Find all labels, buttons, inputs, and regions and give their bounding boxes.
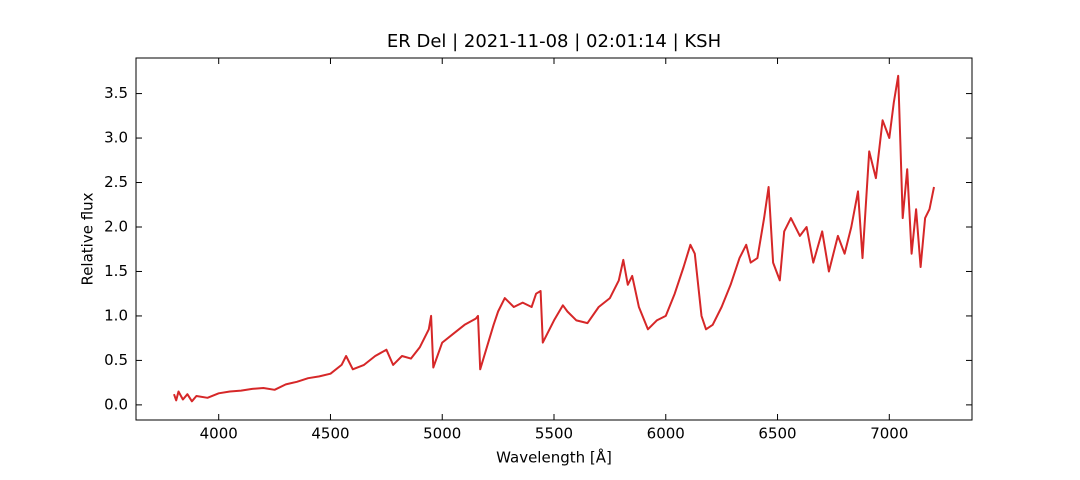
x-tick-label: 7000 [870, 425, 908, 443]
x-tick-label: 4500 [311, 425, 349, 443]
x-axis-label: Wavelength [Å] [496, 448, 612, 467]
x-tick-label: 4000 [200, 425, 238, 443]
x-tick-label: 5000 [423, 425, 461, 443]
y-tick-label: 1.0 [104, 306, 128, 324]
spectrum-line [173, 74, 935, 403]
x-tick-label: 5500 [535, 425, 573, 443]
y-tick-label: 3.5 [104, 84, 128, 102]
x-tick-label: 6500 [758, 425, 796, 443]
y-tick-label: 3.0 [104, 129, 128, 147]
y-tick-label: 0.5 [104, 351, 128, 369]
y-axis-label: Relative flux [79, 192, 97, 285]
x-tick-label: 6000 [647, 425, 685, 443]
plot-frame [135, 57, 973, 421]
y-tick-label: 1.5 [104, 262, 128, 280]
chart-title: ER Del | 2021-11-08 | 02:01:14 | KSH [387, 31, 721, 52]
y-tick-label: 2.0 [104, 217, 128, 235]
y-tick-label: 2.5 [104, 173, 128, 191]
y-tick-label: 0.0 [104, 395, 128, 413]
